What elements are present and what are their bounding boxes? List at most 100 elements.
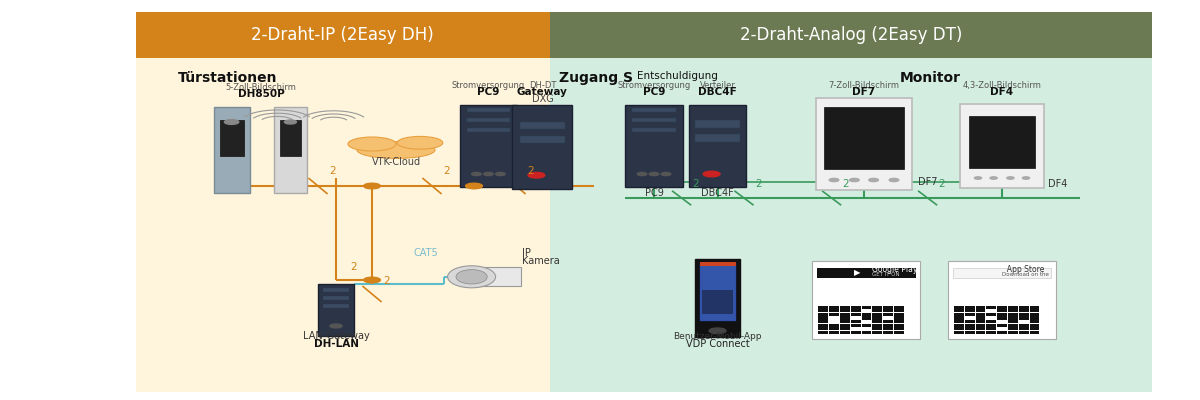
Text: GET IT ON: GET IT ON bbox=[872, 272, 900, 277]
Text: DF4: DF4 bbox=[990, 87, 1014, 97]
Bar bbox=[862, 331, 871, 334]
Text: PC9: PC9 bbox=[478, 87, 499, 97]
Bar bbox=[829, 309, 839, 312]
Text: Stromversorgung: Stromversorgung bbox=[451, 81, 526, 90]
Bar bbox=[862, 324, 871, 327]
Bar bbox=[1019, 306, 1028, 309]
Text: Türstationen: Türstationen bbox=[178, 71, 277, 85]
Bar bbox=[872, 309, 882, 312]
FancyBboxPatch shape bbox=[702, 290, 733, 314]
FancyBboxPatch shape bbox=[700, 263, 736, 321]
Circle shape bbox=[364, 183, 380, 189]
Bar bbox=[1008, 324, 1018, 327]
FancyBboxPatch shape bbox=[467, 108, 510, 112]
Bar bbox=[954, 327, 964, 330]
Bar bbox=[1008, 309, 1018, 312]
Bar bbox=[986, 313, 996, 316]
Bar bbox=[872, 331, 882, 334]
Bar bbox=[1030, 331, 1039, 334]
Bar bbox=[883, 320, 893, 323]
Bar bbox=[1019, 327, 1028, 330]
Circle shape bbox=[974, 177, 982, 179]
FancyBboxPatch shape bbox=[960, 104, 1044, 188]
Text: DH850P: DH850P bbox=[238, 89, 284, 99]
FancyBboxPatch shape bbox=[318, 284, 354, 336]
Bar bbox=[965, 309, 974, 312]
Text: 2: 2 bbox=[329, 166, 336, 176]
Bar bbox=[818, 331, 828, 334]
Text: PC9: PC9 bbox=[644, 188, 664, 198]
Circle shape bbox=[661, 172, 671, 176]
Bar bbox=[872, 327, 882, 330]
FancyBboxPatch shape bbox=[550, 12, 1152, 392]
Bar bbox=[1008, 327, 1018, 330]
Bar bbox=[851, 306, 860, 309]
Bar bbox=[1030, 316, 1039, 320]
Text: 2: 2 bbox=[443, 166, 450, 176]
Circle shape bbox=[869, 178, 878, 182]
Circle shape bbox=[528, 172, 545, 178]
Bar bbox=[840, 316, 850, 320]
Text: PC9: PC9 bbox=[643, 87, 665, 97]
Bar bbox=[997, 313, 1007, 316]
Text: Monitor: Monitor bbox=[900, 71, 960, 85]
Text: 2: 2 bbox=[350, 262, 358, 272]
Bar bbox=[986, 306, 996, 309]
Bar bbox=[840, 331, 850, 334]
FancyBboxPatch shape bbox=[632, 128, 676, 132]
Text: DXG: DXG bbox=[532, 94, 553, 104]
FancyBboxPatch shape bbox=[953, 268, 1051, 278]
Circle shape bbox=[850, 178, 859, 182]
Bar bbox=[1008, 316, 1018, 320]
Text: 4,3-Zoll-Bildschirm: 4,3-Zoll-Bildschirm bbox=[962, 81, 1042, 90]
FancyBboxPatch shape bbox=[136, 12, 550, 58]
Text: Gateway: Gateway bbox=[517, 87, 568, 97]
Bar bbox=[872, 320, 882, 323]
Bar bbox=[965, 327, 974, 330]
FancyBboxPatch shape bbox=[475, 267, 521, 286]
Text: Download on the: Download on the bbox=[1002, 272, 1049, 277]
Bar bbox=[894, 313, 904, 316]
Bar bbox=[976, 316, 985, 320]
Bar bbox=[976, 331, 985, 334]
FancyBboxPatch shape bbox=[970, 116, 1034, 168]
Circle shape bbox=[649, 172, 659, 176]
Circle shape bbox=[889, 178, 899, 182]
Text: 2: 2 bbox=[755, 179, 762, 189]
Bar bbox=[1008, 313, 1018, 316]
Text: Stromversorgung: Stromversorgung bbox=[617, 81, 691, 90]
FancyBboxPatch shape bbox=[323, 304, 349, 308]
FancyBboxPatch shape bbox=[280, 120, 301, 156]
Bar bbox=[1030, 313, 1039, 316]
FancyBboxPatch shape bbox=[695, 120, 740, 128]
Bar bbox=[1019, 313, 1028, 316]
Bar bbox=[872, 306, 882, 309]
Text: App Store: App Store bbox=[1002, 266, 1044, 274]
Bar bbox=[829, 324, 839, 327]
FancyBboxPatch shape bbox=[550, 12, 1152, 58]
FancyBboxPatch shape bbox=[632, 118, 676, 122]
Bar bbox=[818, 320, 828, 323]
Bar bbox=[840, 327, 850, 330]
Bar bbox=[894, 306, 904, 309]
Bar bbox=[829, 327, 839, 330]
Bar bbox=[894, 309, 904, 312]
Text: DH-DT: DH-DT bbox=[529, 81, 556, 90]
Bar bbox=[1008, 331, 1018, 334]
Circle shape bbox=[709, 328, 726, 334]
FancyBboxPatch shape bbox=[817, 268, 916, 278]
Bar bbox=[965, 320, 974, 323]
Text: 5-Zoll-Bildschirm: 5-Zoll-Bildschirm bbox=[226, 83, 296, 92]
FancyBboxPatch shape bbox=[632, 108, 676, 112]
Bar bbox=[818, 309, 828, 312]
FancyBboxPatch shape bbox=[323, 288, 349, 292]
FancyBboxPatch shape bbox=[220, 120, 244, 156]
FancyBboxPatch shape bbox=[812, 261, 920, 339]
Bar bbox=[1030, 320, 1039, 323]
Text: DH-LAN: DH-LAN bbox=[313, 339, 359, 349]
Bar bbox=[997, 306, 1007, 309]
FancyBboxPatch shape bbox=[520, 136, 565, 143]
Circle shape bbox=[990, 177, 997, 179]
Bar bbox=[986, 327, 996, 330]
Circle shape bbox=[484, 172, 493, 176]
